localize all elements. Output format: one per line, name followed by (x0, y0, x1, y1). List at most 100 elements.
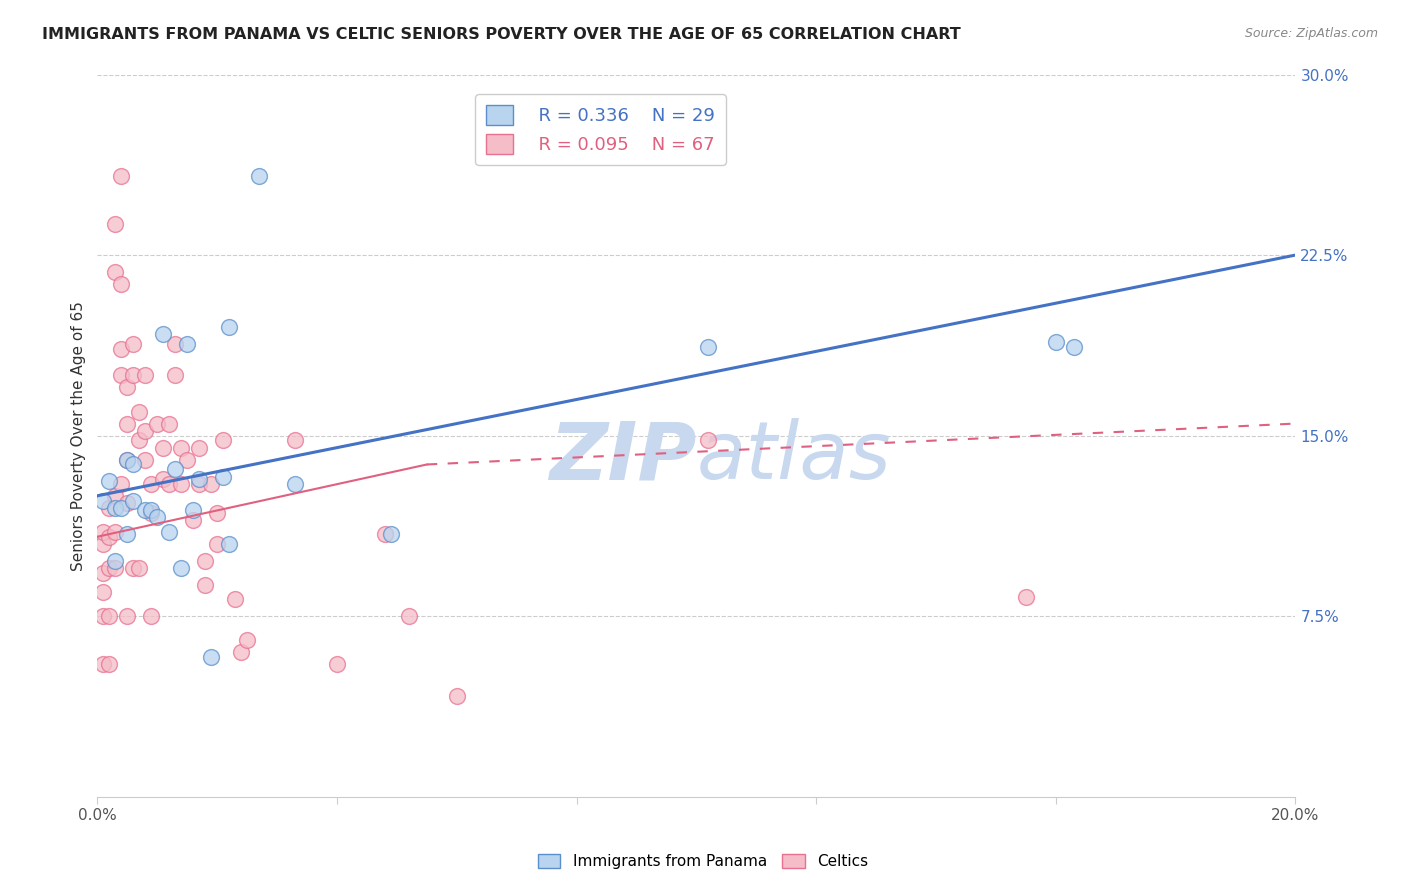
Point (200, 650, 222, 665)
Point (122, 561, 145, 575)
Point (134, 503, 156, 517)
Point (117, 452, 139, 467)
Point (176, 337, 198, 351)
Point (374, 527, 396, 541)
Point (104, 500, 127, 515)
Point (697, 434, 720, 448)
Point (104, 554, 127, 568)
Text: ZIP: ZIP (548, 418, 696, 496)
Point (93, 566, 115, 580)
Point (1063, 339, 1085, 353)
Point (134, 424, 156, 438)
Point (229, 645, 252, 659)
Point (98, 530, 121, 544)
Point (98, 475, 121, 489)
Point (117, 527, 139, 541)
Point (117, 452, 139, 467)
Point (128, 434, 150, 448)
Point (93, 537, 115, 551)
Point (104, 265, 127, 279)
Point (326, 657, 349, 672)
Legend: Immigrants from Panama, Celtics: Immigrants from Panama, Celtics (531, 847, 875, 875)
Point (93, 609, 115, 624)
Point (446, 689, 468, 703)
Point (380, 527, 402, 541)
Point (200, 476, 222, 491)
Point (141, 609, 163, 624)
Point (188, 476, 211, 491)
Point (236, 633, 259, 648)
Point (170, 441, 193, 455)
Point (122, 368, 145, 383)
Legend:   R = 0.336    N = 29,   R = 0.095    N = 67: R = 0.336 N = 29, R = 0.095 N = 67 (475, 95, 725, 165)
Point (110, 476, 132, 491)
Point (165, 337, 187, 351)
Point (284, 434, 307, 448)
Point (218, 320, 240, 334)
Point (146, 417, 169, 431)
Point (128, 404, 150, 418)
Point (141, 506, 163, 520)
Point (224, 592, 246, 607)
Point (1045, 334, 1067, 349)
Point (194, 578, 217, 592)
Text: atlas: atlas (696, 418, 891, 496)
Point (181, 503, 204, 517)
Point (188, 441, 211, 455)
Point (117, 496, 139, 510)
Point (122, 337, 145, 351)
Point (104, 524, 127, 539)
Point (152, 327, 174, 342)
Point (205, 537, 228, 551)
Point (104, 561, 127, 575)
Point (170, 561, 193, 575)
Point (170, 476, 193, 491)
Point (212, 469, 235, 483)
Text: IMMIGRANTS FROM PANAMA VS CELTIC SENIORS POVERTY OVER THE AGE OF 65 CORRELATION : IMMIGRANTS FROM PANAMA VS CELTIC SENIORS… (42, 27, 960, 42)
Point (181, 513, 204, 527)
Point (110, 500, 132, 515)
Point (194, 554, 217, 568)
Point (141, 503, 163, 517)
Point (117, 380, 139, 394)
Point (157, 524, 180, 539)
Point (93, 524, 115, 539)
Point (110, 169, 132, 183)
Point (98, 657, 121, 672)
Point (93, 657, 115, 672)
Point (176, 452, 198, 467)
Point (205, 506, 228, 520)
Point (1015, 590, 1038, 604)
Point (93, 585, 115, 599)
Point (134, 368, 156, 383)
Point (110, 277, 132, 291)
Point (128, 561, 150, 575)
Point (188, 472, 211, 486)
Text: Source: ZipAtlas.com: Source: ZipAtlas.com (1244, 27, 1378, 40)
Point (134, 452, 156, 467)
Point (398, 609, 420, 624)
Point (157, 476, 180, 491)
Point (141, 476, 163, 491)
Point (212, 434, 235, 448)
Y-axis label: Seniors Poverty Over the Age of 65: Seniors Poverty Over the Age of 65 (72, 301, 86, 571)
Point (98, 609, 121, 624)
Point (110, 368, 132, 383)
Point (110, 342, 132, 356)
Point (117, 417, 139, 431)
Point (165, 462, 187, 476)
Point (152, 441, 174, 455)
Point (98, 500, 121, 515)
Point (157, 417, 180, 431)
Point (93, 493, 115, 508)
Point (165, 368, 187, 383)
Point (104, 489, 127, 503)
Point (122, 458, 145, 472)
Point (122, 493, 145, 508)
Point (218, 537, 240, 551)
Point (146, 510, 169, 524)
Point (98, 561, 121, 575)
Point (247, 169, 270, 183)
Point (117, 609, 139, 624)
Point (152, 472, 174, 486)
